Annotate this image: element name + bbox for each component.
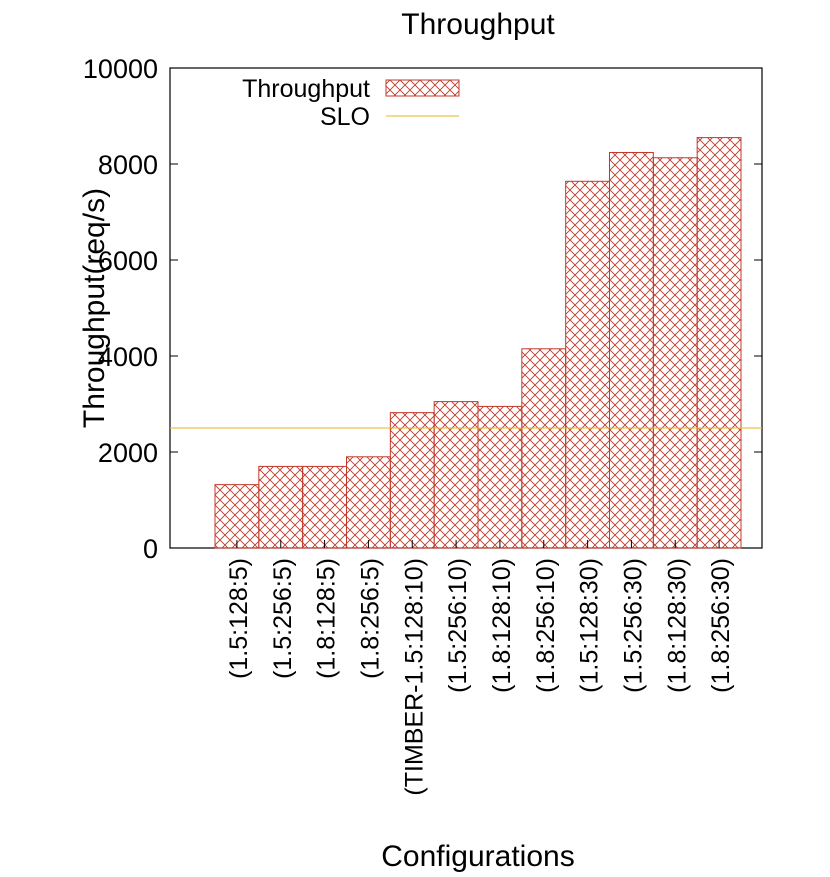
bar [696,137,742,549]
x-tick-label: (1.5:256:10) [444,558,472,693]
y-tick-label: 6000 [98,246,158,276]
bar [302,465,347,549]
bar [652,157,698,549]
x-axis-label: Configurations [381,840,574,872]
x-tick-label: (1.8:256:5) [356,558,384,679]
y-tick-label: 10000 [83,54,158,84]
bar [433,401,479,549]
x-tick-label: (1.5:256:30) [619,558,647,693]
x-tick-label: (1.5:128:30) [576,558,604,693]
legend-label: SLO [320,103,370,131]
legend-swatch [385,79,460,97]
bar [609,151,654,549]
bar [389,412,435,549]
bar [258,465,304,549]
x-tick-label: (1.8:256:30) [707,558,735,693]
x-tick-label: (1.8:256:10) [532,558,560,693]
x-tick-label: (1.5:128:5) [225,558,253,679]
bar [565,180,611,549]
bar [214,484,260,549]
x-tick-label: (1.8:128:5) [313,558,341,679]
y-tick-label: 4000 [98,342,158,372]
y-axis-label: Throughput(req/s) [78,188,111,428]
legend-label: Throughput [242,75,370,103]
chart-title: Throughput [401,8,555,41]
x-tick-label: (TIMBER-1.5:128:10) [400,558,428,796]
y-tick-label: 8000 [98,150,158,180]
x-tick-label: (1.8:128:10) [488,558,516,693]
x-tick-label: (1.8:128:30) [663,558,691,693]
y-tick-label: 0 [143,534,158,564]
bar [521,348,567,549]
y-tick-label: 2000 [98,438,158,468]
bar [346,456,391,549]
x-tick-label: (1.5:256:5) [269,558,297,679]
